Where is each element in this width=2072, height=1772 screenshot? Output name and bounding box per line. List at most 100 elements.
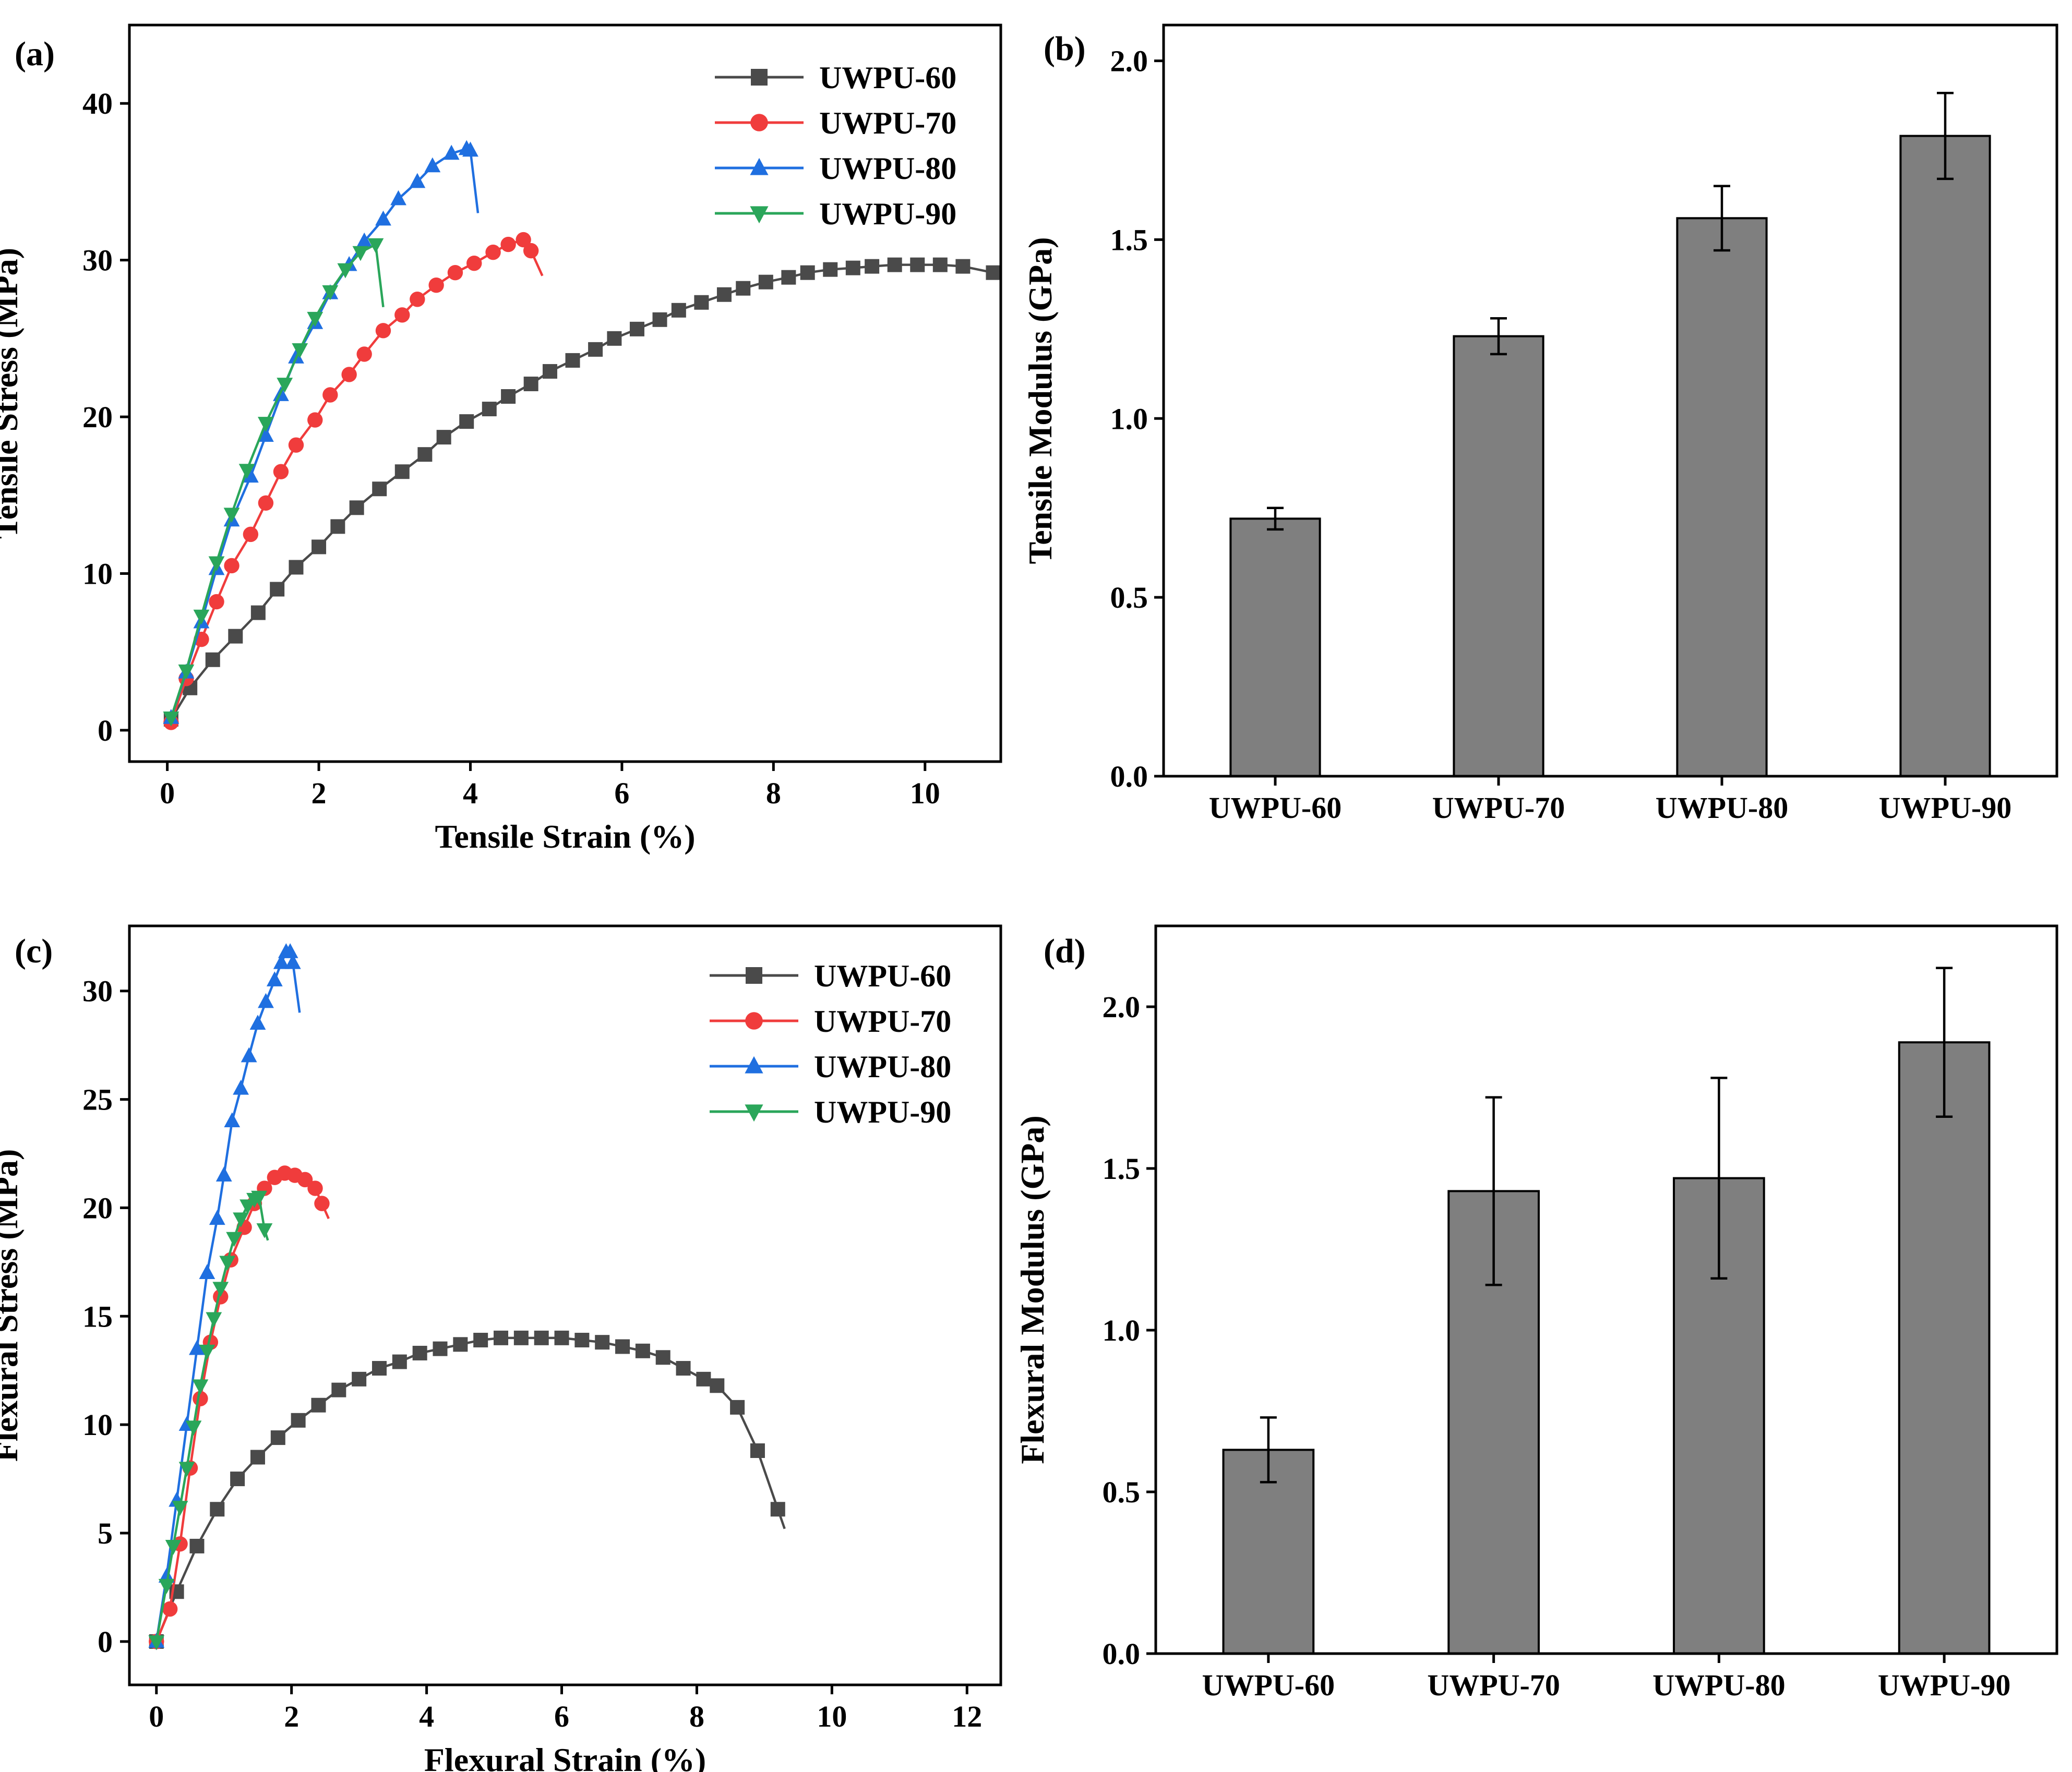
data-point-uwpu-70 — [428, 278, 444, 293]
data-point-uwpu-90 — [251, 1190, 267, 1206]
data-point-uwpu-70 — [341, 367, 357, 382]
category-label-uwpu-70: UWPU-70 — [1427, 1668, 1560, 1702]
series-uwpu-90 — [148, 1190, 273, 1650]
y-tick-label: 1.5 — [1110, 223, 1148, 257]
data-point-uwpu-70 — [516, 232, 531, 248]
error-bar-uwpu-60 — [1267, 507, 1284, 531]
category-label-uwpu-90: UWPU-90 — [1878, 1668, 2011, 1702]
data-point-uwpu-60 — [482, 402, 497, 417]
data-point-uwpu-60 — [210, 1502, 225, 1517]
data-point-uwpu-80 — [209, 1210, 225, 1225]
series-line-uwpu-70 — [170, 238, 544, 723]
legend-label-uwpu-60: UWPU-60 — [814, 959, 951, 993]
data-point-uwpu-80 — [258, 993, 274, 1008]
bar-uwpu-70 — [1453, 335, 1544, 777]
y-tick-label: 0 — [98, 1625, 113, 1659]
panel-d-flexural-modulus: UWPU-60 UWPU-70 UWPU-80 UWPU-90 0.0 0.5 1.0 1.5… — [1014, 924, 2058, 1702]
data-point-uwpu-90 — [148, 1635, 165, 1650]
series-uwpu-80 — [163, 140, 480, 724]
series-line-uwpu-80 — [170, 148, 480, 718]
data-point-uwpu-90 — [178, 664, 195, 680]
y-tick-label: 1.0 — [1110, 402, 1148, 436]
data-point-uwpu-60 — [574, 1333, 590, 1348]
y-tick-label: 0.5 — [1103, 1475, 1141, 1509]
legend-marker — [750, 114, 768, 131]
x-tick-label: 8 — [689, 1699, 704, 1733]
plot-frame — [1162, 23, 2058, 778]
legend-label-uwpu-60: UWPU-60 — [819, 61, 956, 95]
y-tick-label: 15 — [82, 1299, 113, 1333]
y-tick-label: 20 — [82, 400, 113, 434]
data-point-uwpu-80 — [284, 954, 301, 969]
data-point-uwpu-60 — [845, 260, 860, 275]
panel-c-flexural-stress-strain: 0 2 4 6 8 10 12 0 5 10 15 20 25 30 Flexural Strain (%)… — [0, 924, 1002, 1772]
data-point-uwpu-90 — [352, 246, 369, 261]
data-point-uwpu-60 — [710, 1378, 725, 1393]
series-line-uwpu-90 — [155, 1196, 269, 1642]
data-point-uwpu-60 — [250, 1450, 265, 1465]
data-point-uwpu-60 — [696, 1371, 711, 1387]
data-point-uwpu-60 — [523, 376, 538, 391]
data-point-uwpu-60 — [534, 1330, 549, 1345]
y-tick-label: 10 — [82, 557, 113, 590]
data-point-uwpu-60 — [629, 321, 644, 336]
data-point-uwpu-90 — [208, 556, 225, 572]
series-uwpu-70 — [163, 232, 544, 730]
series-uwpu-60 — [149, 1330, 786, 1649]
data-point-uwpu-80 — [409, 173, 426, 188]
x-tick-label: 4 — [463, 776, 478, 810]
data-point-uwpu-80 — [462, 141, 478, 157]
legend-marker — [751, 69, 768, 86]
data-point-uwpu-60 — [652, 312, 667, 327]
y-axis-title: Tensile Modulus (GPa) — [1022, 237, 1059, 564]
data-point-uwpu-90 — [185, 1420, 202, 1436]
error-bar-uwpu-80 — [1714, 185, 1730, 252]
data-point-uwpu-60 — [331, 1382, 346, 1397]
data-point-uwpu-90 — [219, 1256, 236, 1271]
y-tick-label: 40 — [82, 87, 113, 120]
data-point-uwpu-60 — [955, 259, 971, 274]
y-tick-label: 2.0 — [1103, 990, 1141, 1024]
error-bar-uwpu-80 — [1710, 1077, 1728, 1280]
data-point-uwpu-70 — [209, 594, 224, 610]
x-tick-label: 10 — [817, 1699, 847, 1733]
data-point-uwpu-60 — [595, 1335, 610, 1350]
data-point-uwpu-80 — [443, 144, 460, 160]
data-point-uwpu-60 — [473, 1333, 488, 1348]
y-axis-title: Tensile Stress (MPa) — [0, 248, 25, 539]
data-point-uwpu-90 — [307, 311, 324, 327]
panel-label: (b) — [1044, 30, 1086, 68]
data-point-uwpu-70 — [394, 307, 410, 323]
legend-marker — [750, 158, 769, 175]
data-point-uwpu-90 — [172, 1501, 188, 1516]
data-point-uwpu-80 — [257, 427, 274, 442]
data-point-uwpu-60 — [189, 1538, 205, 1553]
error-bar-uwpu-90 — [1936, 967, 1953, 1118]
bar-uwpu-80 — [1676, 217, 1768, 777]
data-point-uwpu-60 — [887, 257, 902, 272]
data-point-uwpu-80 — [224, 1112, 241, 1128]
data-point-uwpu-60 — [588, 342, 603, 357]
legend-label-uwpu-80: UWPU-80 — [819, 151, 956, 186]
data-point-uwpu-90 — [256, 1223, 273, 1238]
data-point-uwpu-60 — [635, 1343, 650, 1358]
category-label-uwpu-80: UWPU-80 — [1656, 791, 1789, 825]
data-point-uwpu-70 — [466, 255, 482, 271]
data-point-uwpu-60 — [865, 259, 880, 274]
x-tick-label: 0 — [149, 1699, 164, 1733]
bar-uwpu-60 — [1229, 517, 1321, 777]
data-point-uwpu-80 — [189, 1340, 205, 1355]
x-tick-label: 10 — [910, 776, 940, 810]
plot-frame — [1154, 924, 2058, 1655]
data-point-uwpu-90 — [257, 417, 274, 432]
data-point-uwpu-70 — [314, 1196, 330, 1211]
x-tick-label: 12 — [952, 1699, 982, 1733]
data-point-uwpu-90 — [322, 285, 339, 300]
data-point-uwpu-90 — [206, 1312, 222, 1328]
data-point-uwpu-60 — [910, 257, 925, 272]
data-point-uwpu-80 — [424, 157, 441, 173]
x-tick-label: 6 — [614, 776, 629, 810]
data-point-uwpu-80 — [282, 943, 298, 958]
category-label-uwpu-70: UWPU-70 — [1432, 791, 1565, 825]
y-tick-label: 30 — [82, 244, 113, 278]
